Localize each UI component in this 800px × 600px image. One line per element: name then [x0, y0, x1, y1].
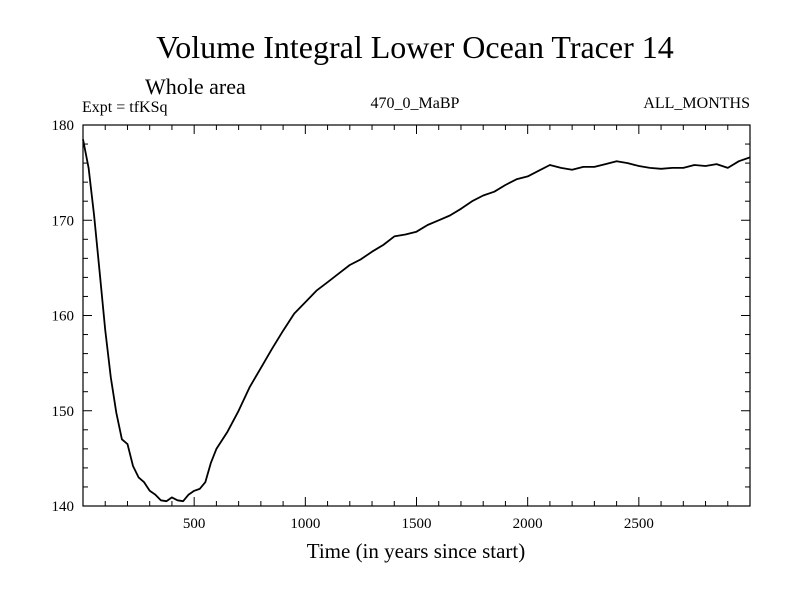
- axis-ticks: [83, 124, 750, 507]
- x-tick-label: 2000: [513, 516, 543, 532]
- chart-title: Volume Integral Lower Ocean Tracer 14: [156, 29, 673, 65]
- months-label: ALL_MONTHS: [643, 95, 750, 112]
- experiment-label: Expt = tfKSq: [82, 99, 167, 116]
- x-tick-label: 500: [183, 516, 206, 532]
- axis-tick-labels: 500 1000 1500 2000 2500 140 150 160 170 180: [52, 118, 654, 532]
- y-tick-label: 140: [52, 499, 75, 515]
- y-tick-label: 150: [52, 404, 75, 420]
- plot-frame: [82, 124, 751, 507]
- y-tick-label: 170: [52, 213, 75, 229]
- series-line: [82, 139, 751, 503]
- x-tick-label: 1500: [402, 516, 432, 532]
- period-label: 470_0_MaBP: [371, 95, 460, 112]
- x-axis-label: Time (in years since start): [307, 539, 526, 563]
- x-tick-label: 2500: [624, 516, 654, 532]
- x-tick-label: 1000: [290, 516, 320, 532]
- y-tick-label: 180: [52, 118, 75, 134]
- y-tick-label: 160: [52, 309, 75, 325]
- chart-subtitle: Whole area: [145, 74, 246, 99]
